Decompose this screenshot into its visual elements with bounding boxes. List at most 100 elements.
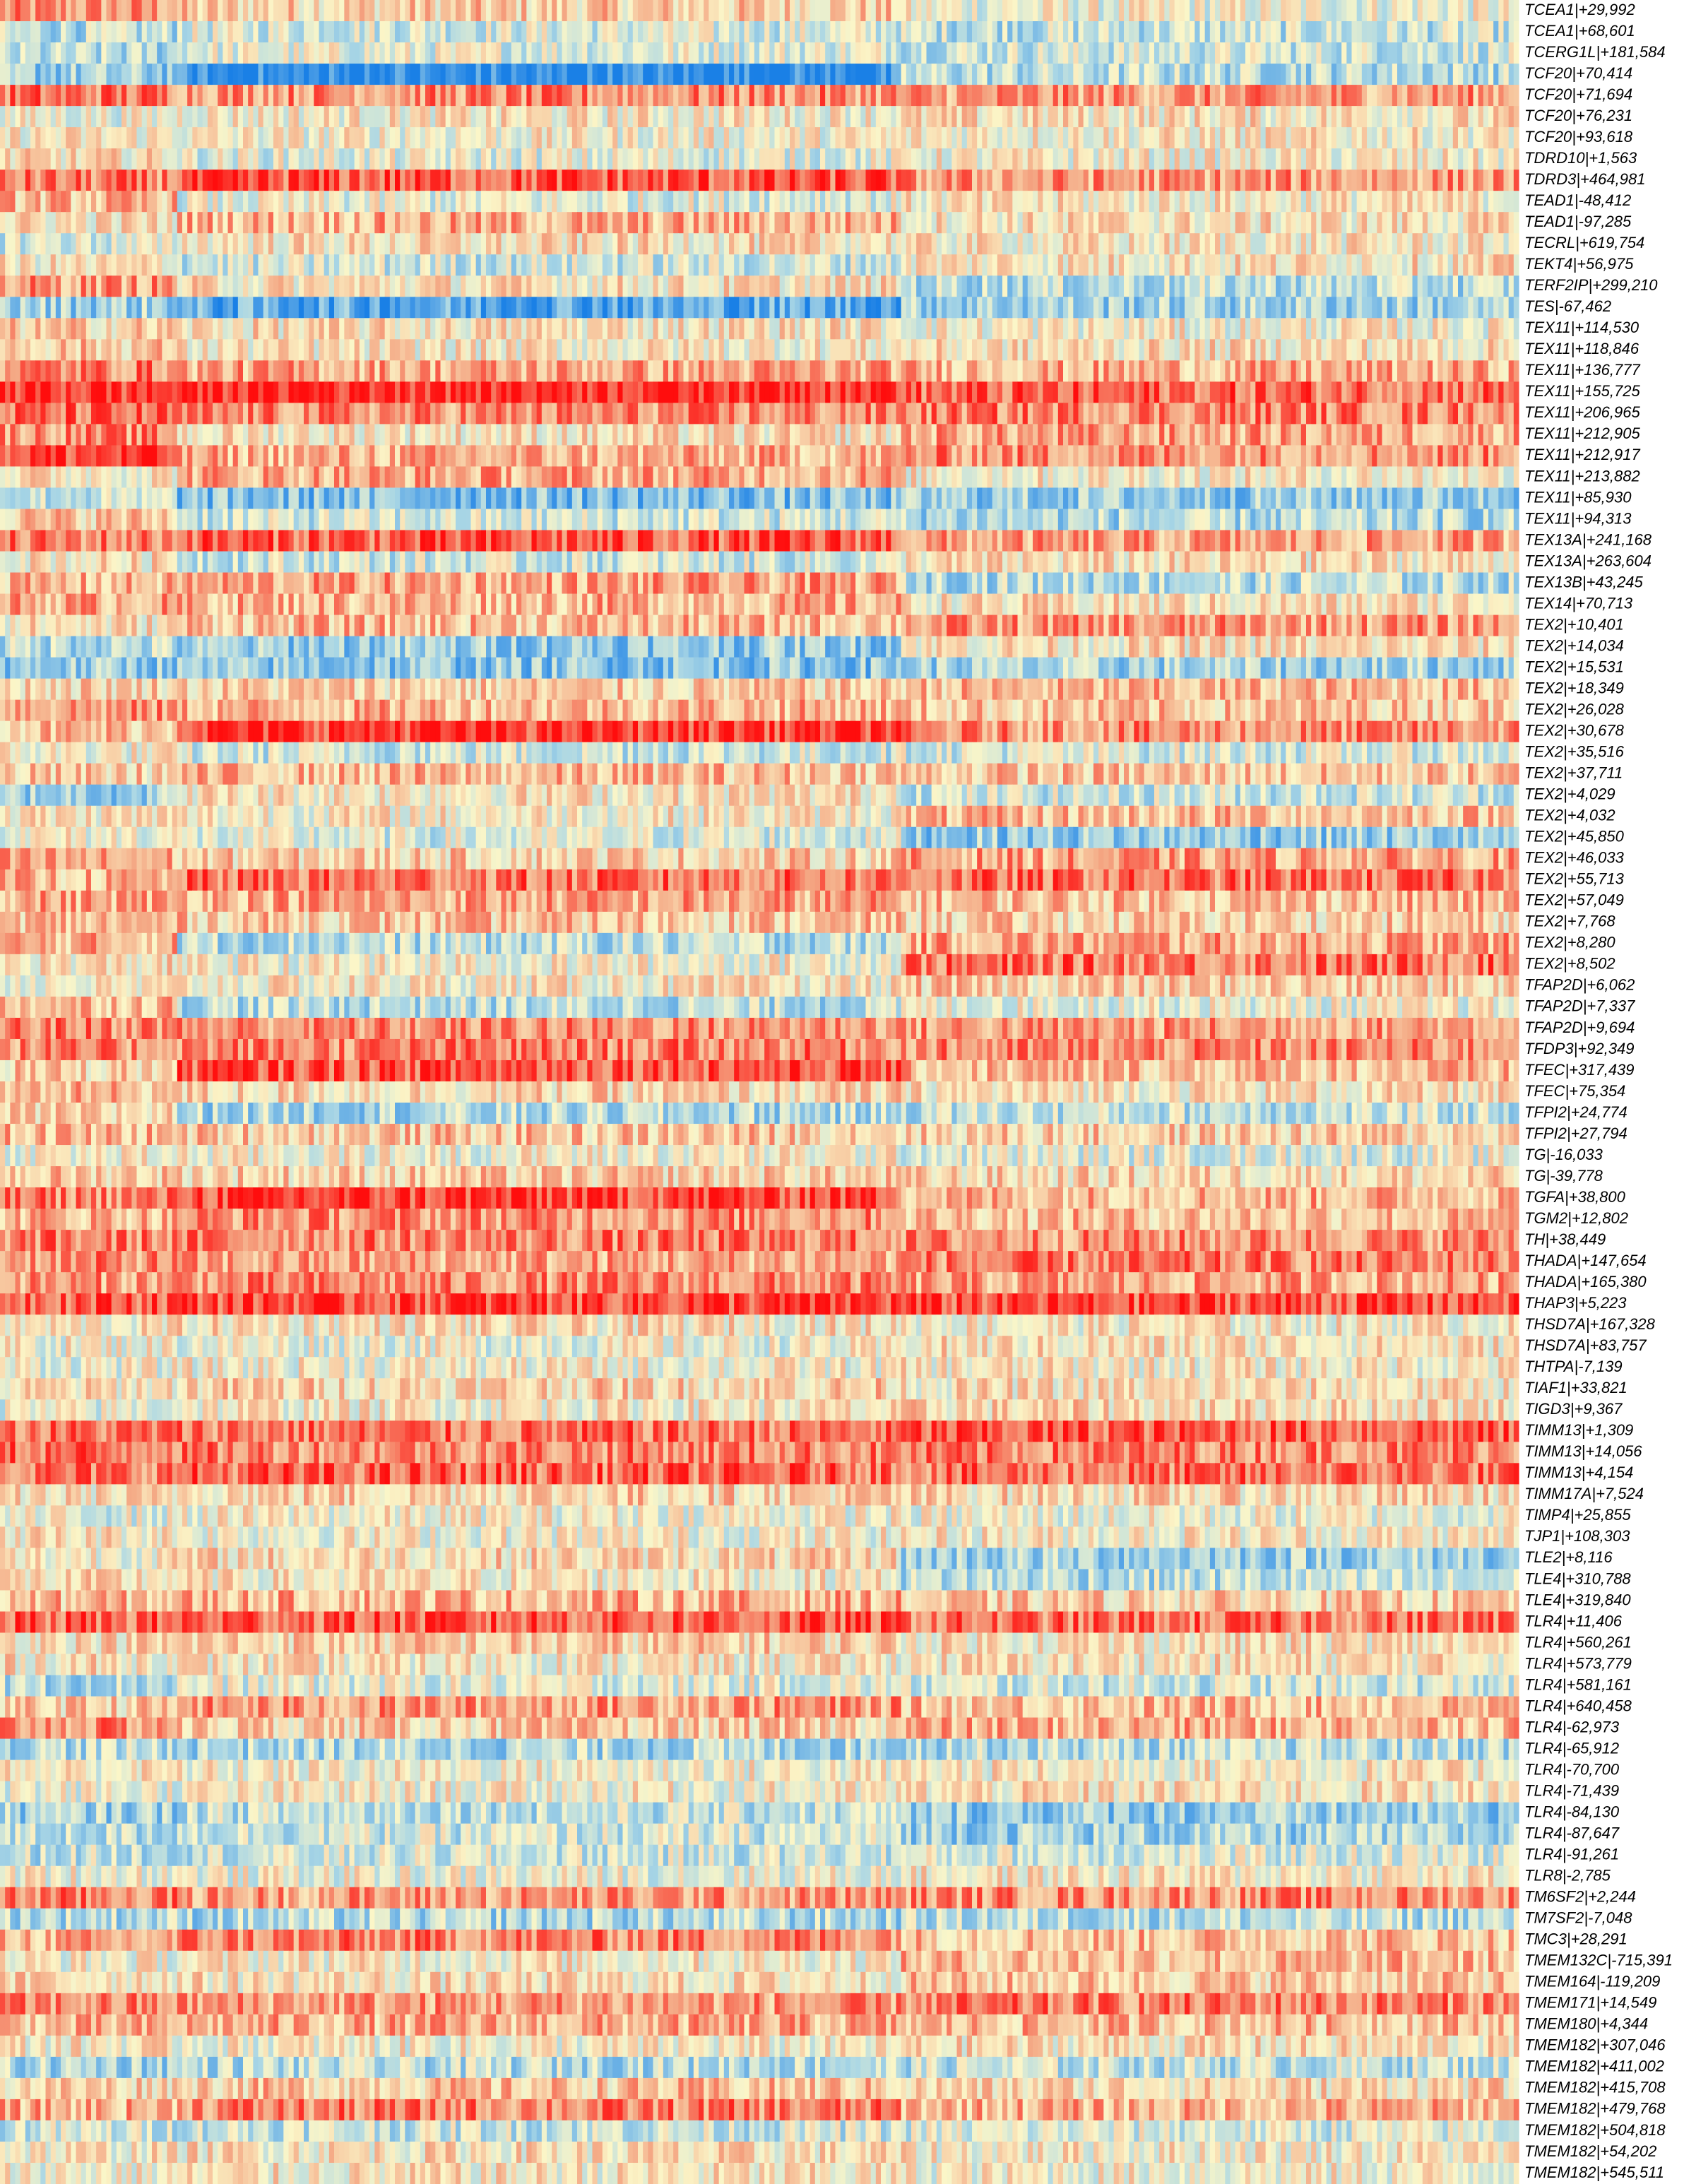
heatmap-cell (982, 297, 988, 319)
heatmap-cell (653, 85, 659, 107)
heatmap-cell (1437, 85, 1444, 107)
heatmap-cell (1118, 191, 1125, 213)
heatmap-cell (131, 85, 138, 107)
heatmap-cell (552, 233, 557, 255)
heatmap-cell (1367, 191, 1372, 213)
heatmap-cell (921, 297, 927, 319)
heatmap-cell (592, 0, 598, 22)
heatmap-cell (344, 148, 350, 170)
heatmap-cell (1311, 212, 1317, 234)
heatmap-cell (1255, 127, 1262, 149)
heatmap-cell (744, 64, 750, 85)
heatmap-cell (420, 191, 426, 213)
heatmap-cell (881, 191, 887, 213)
heatmap-cell (66, 148, 71, 170)
heatmap-cell (865, 170, 872, 191)
heatmap-cell (61, 233, 66, 255)
heatmap-cell (50, 64, 57, 85)
heatmap-cell (1478, 297, 1484, 319)
heatmap-cell (1276, 275, 1281, 297)
heatmap-cell (683, 106, 689, 128)
heatmap-cell (790, 42, 795, 64)
heatmap-cell (754, 191, 760, 213)
heatmap-cell (693, 297, 699, 319)
heatmap-cell (1377, 0, 1383, 22)
heatmap-cell (213, 106, 218, 128)
heatmap-cell (470, 254, 477, 276)
heatmap-cell (708, 0, 715, 22)
heatmap-cell (45, 339, 52, 361)
heatmap-cell (1139, 191, 1145, 213)
heatmap-cell (501, 0, 507, 22)
heatmap-cell (172, 191, 178, 213)
heatmap-cell (870, 42, 877, 64)
heatmap-cell (673, 191, 679, 213)
heatmap-cell (1113, 127, 1120, 149)
heatmap-cell (420, 297, 426, 319)
heatmap-cell (25, 106, 31, 128)
heatmap-cell (1108, 127, 1115, 149)
heatmap-cell (389, 212, 396, 234)
heatmap-cell (227, 191, 234, 213)
heatmap-cell (1220, 0, 1226, 22)
heatmap-cell (901, 275, 907, 297)
heatmap-cell (638, 254, 644, 276)
heatmap-cell (116, 297, 122, 319)
heatmap-cell (658, 191, 664, 213)
heatmap-cell (521, 0, 527, 22)
heatmap-cell (1124, 191, 1129, 213)
heatmap-cell (531, 191, 538, 213)
heatmap-cell (491, 42, 497, 64)
heatmap-cell (552, 170, 557, 191)
heatmap-cell (218, 297, 223, 319)
heatmap-cell (562, 318, 568, 340)
heatmap-cell (101, 212, 107, 234)
heatmap-cell (1154, 64, 1160, 85)
heatmap-cell (956, 0, 963, 22)
heatmap-cell (881, 318, 887, 340)
heatmap-cell (491, 318, 497, 340)
heatmap-cell (1103, 148, 1110, 170)
heatmap-cell (405, 148, 411, 170)
heatmap-cell (810, 339, 816, 361)
heatmap-cell (162, 254, 168, 276)
heatmap-cell (567, 64, 573, 85)
heatmap-cell (334, 212, 340, 234)
heatmap-cell (992, 106, 998, 128)
heatmap-cell (835, 318, 841, 340)
heatmap-cell (992, 21, 998, 43)
heatmap-cell (364, 64, 370, 85)
heatmap-cell (643, 42, 648, 64)
heatmap-cell (906, 21, 912, 43)
heatmap-cell (1412, 318, 1418, 340)
heatmap-cell (1437, 254, 1444, 276)
heatmap-cell (131, 254, 138, 276)
heatmap-cell (1057, 275, 1064, 297)
heatmap-cell (516, 64, 522, 85)
heatmap-cell (1124, 21, 1129, 43)
heatmap-cell (1433, 212, 1438, 234)
heatmap-cell (298, 127, 304, 149)
heatmap-cell (886, 318, 891, 340)
heatmap-cell (567, 170, 573, 191)
heatmap-cell (10, 212, 16, 234)
heatmap-cell (1103, 212, 1110, 234)
heatmap-cell (1250, 0, 1256, 22)
heatmap-cell (814, 318, 821, 340)
heatmap-cell (1185, 21, 1190, 43)
heatmap-cell (1458, 254, 1464, 276)
heatmap-cell (1017, 148, 1024, 170)
heatmap-cell (1164, 106, 1170, 128)
heatmap-cell (678, 85, 684, 107)
heatmap-cell (997, 85, 1003, 107)
heatmap-cell (1281, 21, 1286, 43)
heatmap-cell (972, 21, 978, 43)
heatmap-cell (723, 191, 730, 213)
heatmap-cell (951, 275, 958, 297)
heatmap-cell (526, 21, 533, 43)
heatmap-cell (992, 191, 998, 213)
heatmap-cell (1007, 64, 1013, 85)
heatmap-cell (678, 148, 684, 170)
heatmap-cell (1493, 170, 1499, 191)
heatmap-cell (486, 297, 492, 319)
